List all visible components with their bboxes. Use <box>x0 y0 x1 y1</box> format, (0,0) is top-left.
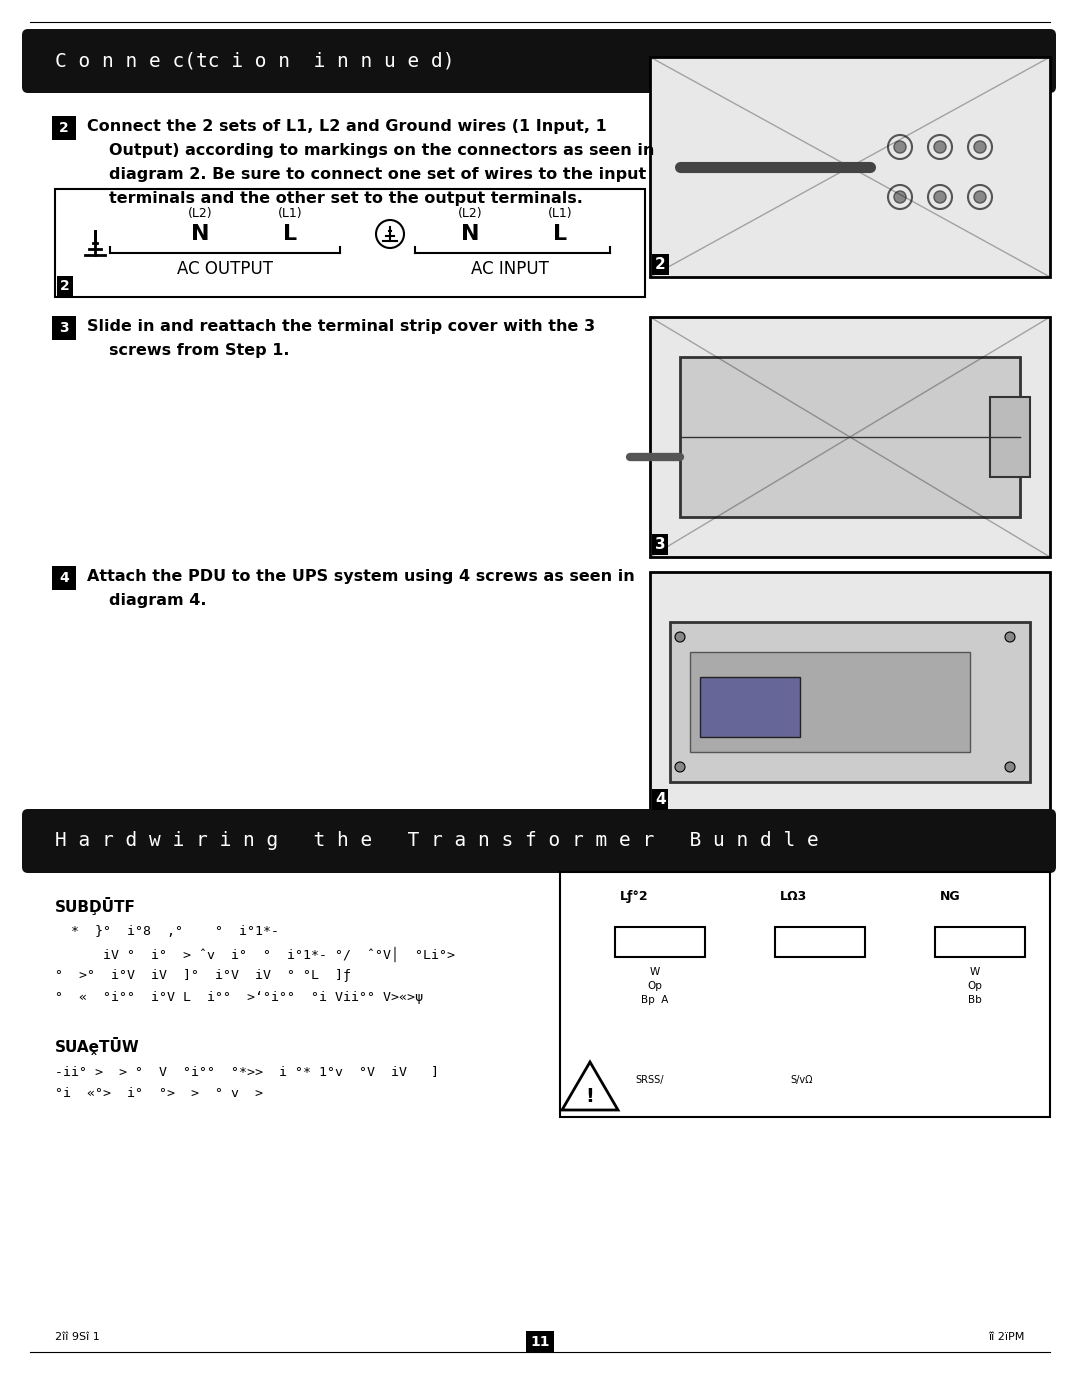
Circle shape <box>974 191 986 202</box>
Text: NG: NG <box>940 890 960 903</box>
Text: 4: 4 <box>654 792 665 807</box>
Text: °  «  °i°°  i°V L  i°°  >‘°i°°  °i Vii°° V>«>ψ: ° « °i°° i°V L i°° >‘°i°° °i Vii°° V>«>ψ <box>55 991 423 1004</box>
Text: Bb: Bb <box>968 996 982 1005</box>
Text: 2: 2 <box>654 257 665 273</box>
Bar <box>775 927 865 957</box>
Bar <box>55 189 645 297</box>
Bar <box>935 927 1025 957</box>
Text: (L1): (L1) <box>548 208 572 220</box>
Text: Slide in and reattach the terminal strip cover with the 3: Slide in and reattach the terminal strip… <box>87 319 595 335</box>
Text: Bp  A: Bp A <box>642 996 669 1005</box>
Text: L: L <box>283 224 297 244</box>
Bar <box>680 357 1020 516</box>
Bar <box>650 317 1050 558</box>
Text: AC OUTPUT: AC OUTPUT <box>177 260 273 278</box>
Text: N: N <box>191 224 210 244</box>
Text: 11: 11 <box>530 1334 550 1349</box>
Circle shape <box>934 191 946 202</box>
Text: 2: 2 <box>59 121 69 135</box>
Text: 4: 4 <box>59 571 69 585</box>
Circle shape <box>894 191 906 202</box>
FancyBboxPatch shape <box>22 29 1056 94</box>
Text: H a r d w i r i n g   t h e   T r a n s f o r m e r   B u n d l e: H a r d w i r i n g t h e T r a n s f o … <box>55 832 819 851</box>
Text: iV °  i°  > ˆv  i°  °  i°1*- °/  ˆ°V│  °Li°>: iV ° i° > ˆv i° ° i°1*- °/ ˆ°V│ °Li°> <box>55 947 455 963</box>
Text: °i  «°>  i°  °>  >  ° v  >: °i «°> i° °> > ° v > <box>55 1086 264 1100</box>
Text: SUBḐŪTF: SUBḐŪTF <box>55 896 136 914</box>
Text: diagram 4.: diagram 4. <box>109 593 206 609</box>
Text: Connect the 2 sets of L1, L2 and Ground wires (1 Input, 1: Connect the 2 sets of L1, L2 and Ground … <box>87 120 607 135</box>
Text: C o n n e c(tc i o n  i n n u e d): C o n n e c(tc i o n i n n u e d) <box>55 51 455 70</box>
Circle shape <box>675 632 685 642</box>
FancyBboxPatch shape <box>52 116 76 140</box>
Text: (L1): (L1) <box>278 208 302 220</box>
FancyBboxPatch shape <box>52 315 76 340</box>
Text: W: W <box>970 967 981 978</box>
Bar <box>615 927 705 957</box>
Text: LΩ3: LΩ3 <box>780 890 807 903</box>
Circle shape <box>1005 761 1015 772</box>
Text: terminals and the other set to the output terminals.: terminals and the other set to the outpu… <box>109 191 583 207</box>
Text: Output) according to markings on the connectors as seen in: Output) according to markings on the con… <box>109 143 654 158</box>
Text: W: W <box>650 967 660 978</box>
Text: -ii° >  > °  V  °i°°  °*>>  i °* 1°v  °V  iV   ]: -ii° > > ° V °i°° °*>> i °* 1°v °V iV ] <box>55 1064 438 1078</box>
Text: Op: Op <box>968 980 983 991</box>
Text: Attach the PDU to the UPS system using 4 screws as seen in: Attach the PDU to the UPS system using 4… <box>87 570 635 584</box>
Bar <box>561 872 1050 1117</box>
FancyBboxPatch shape <box>52 566 76 589</box>
Circle shape <box>1005 632 1015 642</box>
FancyBboxPatch shape <box>22 810 1056 873</box>
Text: SUAḙTŪW: SUAḙTŪW <box>55 1037 139 1055</box>
Circle shape <box>974 140 986 153</box>
Bar <box>690 651 970 752</box>
Text: screws from Step 1.: screws from Step 1. <box>109 343 289 358</box>
Text: L: L <box>553 224 567 244</box>
Text: Lƒ°2: Lƒ°2 <box>620 890 649 903</box>
Text: îî 2ïPM: îî 2ïPM <box>988 1332 1025 1343</box>
Bar <box>650 56 1050 277</box>
Text: 2: 2 <box>60 280 70 293</box>
Bar <box>990 397 1030 476</box>
Text: S/vΩ: S/vΩ <box>789 1075 812 1085</box>
Text: *  }°  i°8  ,°    °  i°1*-: * }° i°8 ,° ° i°1*- <box>55 925 279 938</box>
Circle shape <box>934 140 946 153</box>
Text: diagram 2. Be sure to connect one set of wires to the input: diagram 2. Be sure to connect one set of… <box>109 168 646 183</box>
Text: SRSS/: SRSS/ <box>635 1075 663 1085</box>
Text: 3: 3 <box>59 321 69 335</box>
Text: (L2): (L2) <box>188 208 213 220</box>
Text: °  >°  i°V  iV  ]°  i°V  iV  ° °L  ]ƒ: ° >° i°V iV ]° i°V iV ° °L ]ƒ <box>55 969 351 982</box>
Text: N: N <box>461 224 480 244</box>
Text: 2îî 9Sî 1: 2îî 9Sî 1 <box>55 1332 99 1343</box>
Text: 3: 3 <box>654 537 665 552</box>
Text: !: ! <box>585 1088 594 1107</box>
Text: AC INPUT: AC INPUT <box>471 260 549 278</box>
Circle shape <box>894 140 906 153</box>
Bar <box>700 677 800 737</box>
Text: (L2): (L2) <box>458 208 483 220</box>
Bar <box>650 571 1050 812</box>
Text: Op: Op <box>648 980 662 991</box>
Bar <box>670 622 1030 782</box>
Circle shape <box>675 761 685 772</box>
